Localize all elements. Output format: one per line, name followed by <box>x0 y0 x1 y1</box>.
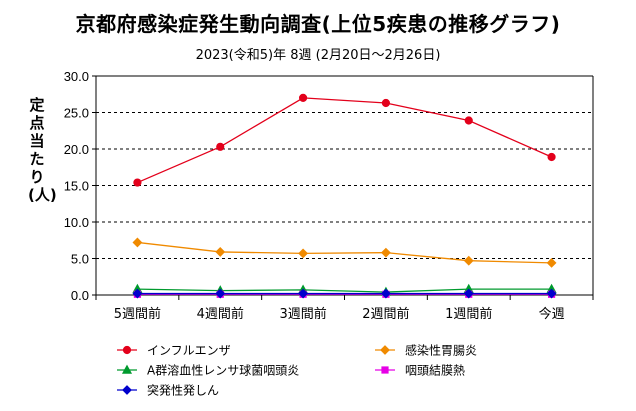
legend-label: 感染性胃腸炎 <box>405 343 477 358</box>
legend-label: 突発性発しん <box>147 383 219 398</box>
data-point <box>381 98 391 108</box>
x-category-labels: 5週間前 4週間前 3週間前 2週間前 1週間前 今週 <box>114 306 565 322</box>
data-point <box>380 345 390 355</box>
legend-label: インフルエンザ <box>147 344 231 358</box>
y-tick-label: 5.0 <box>71 252 89 267</box>
legend-item: 感染性胃腸炎 <box>375 343 477 358</box>
legend-item: インフルエンザ <box>117 344 231 358</box>
series-2 <box>132 237 557 268</box>
data-point <box>381 247 391 258</box>
gridlines <box>96 75 593 259</box>
data-point <box>546 257 557 268</box>
data-point <box>381 366 389 374</box>
y-tick-label: 20.0 <box>64 142 89 157</box>
x-category-label: 4週間前 <box>197 306 244 322</box>
data-point <box>546 288 557 299</box>
data-point <box>132 288 143 299</box>
data-point <box>298 248 308 259</box>
series-lines <box>132 93 557 299</box>
y-tick-labels: 0.0 5.0 10.0 15.0 20.0 25.0 30.0 <box>64 69 89 303</box>
y-tick-label: 0.0 <box>71 288 89 303</box>
legend-item: 突発性発しん <box>117 383 219 398</box>
series-line <box>137 241 552 264</box>
series-1 <box>133 93 556 187</box>
axes <box>92 75 594 300</box>
series-line <box>137 288 552 293</box>
legend-item: A群溶血性レンサ球菌咽頭炎 <box>117 363 299 378</box>
y-tick-label: 15.0 <box>64 179 89 194</box>
y-tick-label: 10.0 <box>64 215 89 230</box>
data-point <box>122 345 132 355</box>
data-point <box>215 288 226 299</box>
series-5 <box>132 288 557 299</box>
data-point <box>133 178 142 187</box>
series-line <box>137 97 552 184</box>
data-point <box>298 288 308 299</box>
x-category-label: 5週間前 <box>114 306 161 322</box>
chart-subtitle: 2023(令和5)年 8週 (2月20日～2月26日) <box>195 48 441 63</box>
legend-item: 咽頭結膜熱 <box>375 364 465 378</box>
y-tick-label: 30.0 <box>64 69 89 84</box>
data-point <box>121 364 133 374</box>
data-point <box>463 288 474 299</box>
chart-title: 京都府感染症発生動向調査(上位5疾患の推移グラフ) <box>75 12 561 36</box>
data-point <box>463 255 474 266</box>
data-point <box>216 142 225 151</box>
data-point <box>464 116 473 125</box>
x-category-label: 2週間前 <box>362 306 409 322</box>
data-point <box>547 152 556 162</box>
data-point <box>132 237 143 248</box>
legend-label: 咽頭結膜熱 <box>405 364 465 378</box>
data-point <box>122 385 132 395</box>
x-category-label: 今週 <box>539 306 565 322</box>
data-point <box>298 93 308 103</box>
data-point <box>215 247 226 257</box>
data-point <box>381 288 391 299</box>
x-category-label: 3週間前 <box>279 306 326 322</box>
legend-label: A群溶血性レンサ球菌咽頭炎 <box>147 363 299 378</box>
y-tick-label: 25.0 <box>64 106 89 121</box>
x-category-label: 1週間前 <box>445 306 492 322</box>
